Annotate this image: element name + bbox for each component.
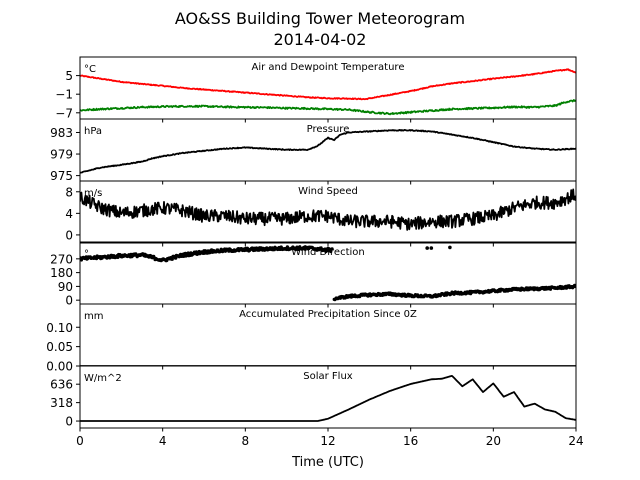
panel-accumulated-precipitation-since-0z-ytick-label: 0.10 bbox=[46, 321, 73, 335]
panel-air-and-dewpoint-temperature-title: Air and Dewpoint Temperature bbox=[252, 62, 405, 73]
panel-wind-direction-ytick-label: 270 bbox=[50, 252, 73, 266]
figure-subtitle: 2014-04-02 bbox=[274, 30, 367, 49]
xtick-label: 16 bbox=[403, 434, 418, 448]
panel-pressure-unit-label: hPa bbox=[84, 126, 102, 137]
panel-wind-direction-ytick-label: 180 bbox=[50, 266, 73, 280]
panel-pressure-series-line-1 bbox=[80, 129, 576, 174]
panel-solar-flux-title: Solar Flux bbox=[303, 371, 353, 382]
panel-wind-direction-point bbox=[324, 249, 328, 253]
panel-wind-speed-unit-label: m/s bbox=[84, 188, 102, 199]
time-axis: 0 4 8 12 16 20 24 bbox=[76, 434, 583, 448]
panel-wind-direction-ytick-label: 90 bbox=[58, 280, 73, 294]
panel-solar-flux-unit-label: W/m^2 bbox=[84, 373, 122, 384]
panel-wind-direction-data bbox=[80, 245, 576, 302]
panel-wind-speed-data bbox=[80, 188, 576, 231]
panel-wind-speed-series-line-1 bbox=[80, 188, 576, 231]
panels: 5 −1 −7 °C Air and Dewpoint Temperature 983 97… bbox=[46, 56, 577, 432]
panel-wind-direction-point bbox=[174, 256, 178, 260]
panel-accumulated-precipitation-since-0z-title: Accumulated Precipitation Since 0Z bbox=[239, 309, 417, 320]
panel-air-and-dewpoint-temperature-series-line-2 bbox=[80, 99, 576, 116]
panel-pressure-ytick-label: 983 bbox=[50, 126, 73, 140]
panel-accumulated-precipitation-since-0z-unit-label: mm bbox=[84, 311, 103, 322]
xtick-label: 20 bbox=[486, 434, 501, 448]
panel-solar-flux: 636 318 0 W/m^2 Solar Flux bbox=[50, 365, 577, 432]
panel-accumulated-precipitation-since-0z-ytick-label: 0.00 bbox=[46, 360, 73, 374]
panel-solar-flux-ytick-label: 0 bbox=[65, 415, 73, 429]
x-axis-label: Time (UTC) bbox=[291, 455, 364, 470]
panel-wind-direction-point bbox=[330, 247, 334, 251]
panel-accumulated-precipitation-since-0z-ytick-label: 0.05 bbox=[46, 340, 73, 354]
xtick-label: 12 bbox=[320, 434, 335, 448]
panel-air-and-dewpoint-temperature-data bbox=[80, 68, 576, 116]
panel-wind-direction-point bbox=[329, 249, 333, 254]
xtick-label: 4 bbox=[159, 434, 167, 448]
panel-wind-speed-ytick-label: 4 bbox=[65, 207, 73, 221]
xtick-label: 24 bbox=[568, 434, 583, 448]
panel-pressure-ytick-label: 979 bbox=[50, 148, 73, 162]
panel-wind-direction-point bbox=[170, 257, 174, 261]
panel-wind-speed-ytick-label: 8 bbox=[65, 185, 73, 199]
panel-air-and-dewpoint-temperature-ytick-label: −7 bbox=[55, 106, 73, 120]
panel-wind-direction-point bbox=[429, 246, 434, 250]
xtick-label: 0 bbox=[76, 434, 84, 448]
panel-wind-direction-point bbox=[448, 245, 452, 250]
xtick-label: 8 bbox=[242, 434, 250, 448]
panel-solar-flux-series-line-1 bbox=[80, 375, 576, 422]
panel-wind-direction-unit-label: ° bbox=[84, 249, 89, 260]
panel-air-and-dewpoint-temperature: 5 −1 −7 °C Air and Dewpoint Temperature bbox=[55, 56, 577, 123]
panel-pressure-title: Pressure bbox=[307, 124, 350, 135]
panel-wind-speed-title: Wind Speed bbox=[298, 186, 358, 197]
panel-wind-speed: 8 4 0 m/s Wind Speed bbox=[65, 180, 577, 247]
panel-pressure-data bbox=[80, 129, 576, 174]
panel-air-and-dewpoint-temperature-series-line-1 bbox=[80, 68, 576, 101]
panel-pressure-ytick-label: 975 bbox=[50, 169, 73, 183]
panel-solar-flux-ytick-label: 318 bbox=[50, 396, 73, 410]
panel-solar-flux-data bbox=[80, 375, 576, 422]
panel-air-and-dewpoint-temperature-ytick-label: −1 bbox=[55, 88, 73, 102]
panel-wind-direction-point bbox=[425, 246, 430, 250]
figure-title: AO&SS Building Tower Meteorogram bbox=[175, 9, 465, 28]
panel-air-and-dewpoint-temperature-ytick-label: 5 bbox=[65, 69, 73, 83]
panel-wind-direction-ytick-label: 0 bbox=[65, 294, 73, 308]
panel-air-and-dewpoint-temperature-unit-label: °C bbox=[84, 64, 96, 75]
panel-solar-flux-ytick-label: 636 bbox=[50, 378, 73, 392]
panel-wind-direction-title: Wind Direction bbox=[291, 247, 365, 258]
panel-wind-speed-ytick-label: 0 bbox=[65, 228, 73, 242]
